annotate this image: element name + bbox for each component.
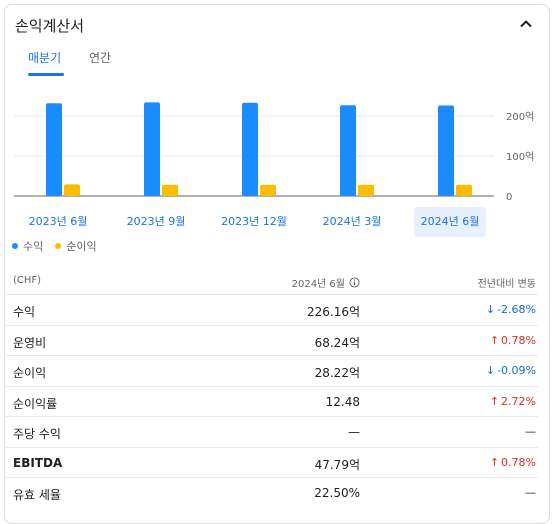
legend-dot-net-income — [55, 243, 62, 249]
row-label: EBITDA — [13, 455, 63, 470]
chevron-up-icon[interactable] — [517, 15, 535, 33]
row-label: 수익 — [13, 305, 36, 319]
table-row: 순이익 28.22억 ↓ -0.09% — [4, 356, 538, 387]
row-value: 47.79억 — [314, 457, 360, 472]
period-header: 2024년 6월 — [292, 275, 360, 290]
arrow-up-icon: ↑ — [489, 394, 500, 408]
legend-item-revenue: 수익 — [12, 238, 43, 254]
table-row: 주당 수익 — — — [4, 417, 538, 448]
table-body: 수익 226.16억 ↓ -2.68% 운영비 68.24억 ↑ 0.78% 순이익 28.22억… — [4, 295, 538, 508]
chart-legend: 수익 순이익 — [12, 238, 109, 254]
row-change: — — [525, 486, 536, 499]
legend-item-net-income: 순이익 — [55, 238, 97, 254]
net-income-bar[interactable] — [64, 184, 80, 196]
category-label[interactable]: 2023년 6월 — [28, 215, 88, 228]
active-tab-indicator — [28, 73, 64, 76]
legend-dot-revenue — [12, 243, 18, 249]
row-change-value: 2.72% — [501, 394, 536, 408]
row-change: ↑ 0.78% — [490, 456, 536, 469]
change-header: 전년대비 변동 — [477, 279, 536, 290]
y-tick-label: 0 — [506, 192, 512, 203]
row-change-value: 0.78% — [501, 455, 536, 469]
period-header-label: 2024년 6월 — [291, 279, 345, 290]
y-tick-label: 100억 — [506, 151, 534, 163]
row-value: 12.48 — [325, 394, 360, 409]
row-label: 순이익 — [13, 366, 47, 380]
table-row: 운영비 68.24억 ↑ 0.78% — [4, 326, 538, 356]
category-label[interactable]: 2024년 3월 — [322, 215, 382, 228]
arrow-down-icon: ↓ — [485, 364, 496, 377]
income-statement-card: 손익계산서 매분기 연간 — [4, 4, 550, 524]
row-value: 68.24억 — [314, 335, 360, 350]
row-label: 운영비 — [13, 335, 47, 350]
table-row: 순이익률 12.48 ↑ 2.72% — [4, 387, 538, 417]
row-change: — — [525, 425, 536, 438]
net-income-bar[interactable] — [456, 184, 472, 196]
table-row: EBITDA 47.79억 ↑ 0.78% — [4, 448, 538, 478]
income-bar-chart: 200억 100억 0 — [14, 102, 534, 203]
row-change: ↓ -0.09% — [486, 364, 536, 377]
net-income-bar[interactable] — [358, 184, 374, 196]
revenue-bar[interactable] — [144, 102, 160, 196]
row-change-value: -0.09% — [497, 364, 536, 377]
row-value: 28.22억 — [314, 366, 360, 380]
y-tick-label: 200억 — [506, 111, 534, 123]
table-row: 유효 세율 22.50% — — [4, 478, 538, 508]
row-label: 순이익률 — [13, 396, 58, 411]
income-table: (CHF) 2024년 6월 전년대비 변동 수익 226.16억 ↓ -2.68% 운… — [4, 266, 538, 508]
net-income-bar[interactable] — [162, 184, 178, 196]
row-value: — — [348, 425, 360, 439]
tab-annual[interactable]: 연간 — [89, 51, 112, 65]
arrow-up-icon: ↑ — [489, 455, 500, 469]
category-label[interactable]: 2024년 6월 — [414, 207, 486, 237]
arrow-down-icon: ↓ — [485, 303, 496, 316]
legend-label-revenue: 수익 — [23, 240, 44, 253]
revenue-bar[interactable] — [242, 102, 258, 196]
row-change-value: -2.68% — [497, 303, 536, 316]
row-change: ↓ -2.68% — [486, 303, 536, 316]
arrow-up-icon: ↑ — [489, 333, 500, 347]
row-label: 유효 세율 — [13, 488, 61, 502]
row-change-value: 0.78% — [501, 333, 536, 347]
category-label[interactable]: 2023년 12월 — [221, 215, 287, 228]
row-change-value: — — [525, 425, 536, 438]
revenue-bar[interactable] — [46, 103, 62, 196]
table-header: (CHF) 2024년 6월 전년대비 변동 — [4, 266, 538, 295]
row-change-value: — — [525, 486, 536, 499]
row-value: 226.16억 — [306, 305, 360, 319]
row-change: ↑ 2.72% — [490, 395, 536, 408]
currency-header: (CHF) — [13, 275, 42, 286]
row-label: 주당 수익 — [13, 427, 61, 441]
card-title: 손익계산서 — [15, 17, 85, 35]
table-row: 수익 226.16억 ↓ -2.68% — [4, 295, 538, 326]
info-icon[interactable] — [349, 277, 360, 288]
row-change: ↑ 0.78% — [490, 334, 536, 347]
category-label[interactable]: 2023년 9월 — [126, 215, 186, 228]
revenue-bar[interactable] — [438, 105, 454, 196]
revenue-bar[interactable] — [340, 105, 356, 196]
tab-quarterly[interactable]: 매분기 — [28, 51, 62, 65]
net-income-bar[interactable] — [260, 184, 276, 196]
row-value: 22.50% — [314, 486, 360, 500]
legend-label-net-income: 순이익 — [66, 240, 97, 253]
